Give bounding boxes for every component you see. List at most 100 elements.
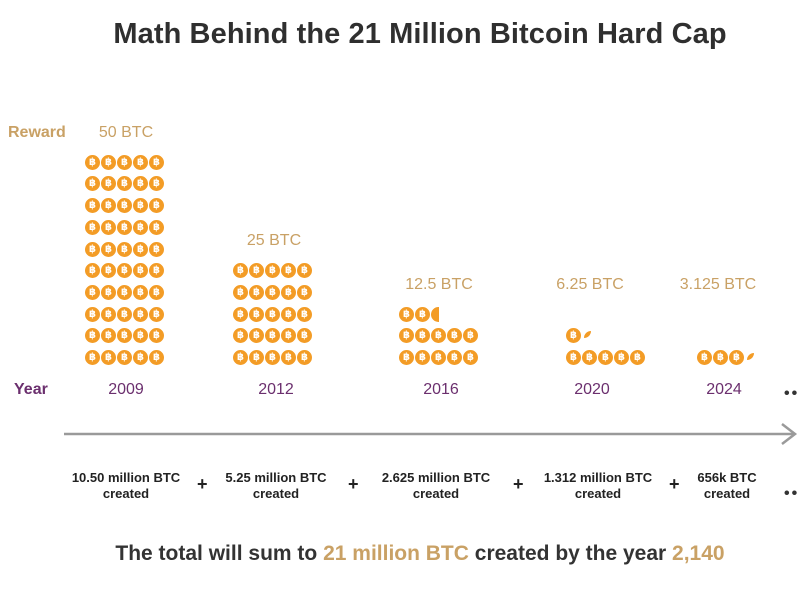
bitcoin-coin-icon: ฿ [297,328,312,344]
bitcoin-coin-icon: ฿ [133,176,148,192]
bitcoin-coin-icon: ฿ [249,328,264,344]
bitcoin-coin-icon: ฿ [729,350,744,365]
bitcoin-coin-icon: ฿ [297,263,312,279]
bitcoin-coin-icon: ฿ [415,306,430,322]
bitcoin-coin-icon: ฿ [249,306,264,322]
bitcoin-coin-icon: ฿ [101,328,116,344]
bitcoin-coin-icon: ฿ [265,328,280,344]
bitcoin-coin-icon: ฿ [463,350,478,365]
bitcoin-coin-icon: ฿ [713,350,728,365]
bitcoin-coin-icon: ฿ [281,263,296,279]
bitcoin-coin-icon: ฿ [85,176,100,192]
bitcoin-coin-icon: ฿ [101,176,116,192]
year-2016: 2016 [423,381,459,398]
bitcoin-partial-coin-icon [747,353,754,360]
bitcoin-coin-icon: ฿ [85,306,100,322]
bitcoin-coin-icon: ฿ [265,306,280,322]
bitcoin-coin-icon: ฿ [85,198,100,214]
bitcoin-coin-icon: ฿ [149,306,164,322]
bitcoin-coin-icon: ฿ [85,350,100,365]
bitcoin-coin-icon: ฿ [447,328,462,344]
created-2009-amount: 10.50 million BTC [71,470,181,485]
created-2016: 2.625 million BTC created [366,470,506,502]
created-2009-label: created [102,486,150,501]
bitcoin-coin-icon: ฿ [149,263,164,279]
bitcoin-partial-coin-icon [584,331,591,339]
created-2024-label: created [703,486,751,501]
bitcoin-coin-icon: ฿ [85,219,100,235]
bitcoin-coin-icon: ฿ [149,241,164,257]
bitcoin-coin-icon: ฿ [281,350,296,365]
bitcoin-coin-icon: ฿ [399,306,414,322]
bitcoin-coin-icon: ฿ [614,350,629,365]
bitcoin-coin-icon: ฿ [117,263,132,279]
continuation-dots-bottom: •• [784,485,800,502]
bitcoin-coin-icon: ฿ [149,350,164,365]
timeline-arrow [64,423,798,445]
bitcoin-coin-icon: ฿ [415,328,430,344]
bitcoin-coin-icon: ฿ [149,219,164,235]
bitcoin-coin-icon: ฿ [233,350,248,365]
bitcoin-coin-icon: ฿ [133,219,148,235]
year-2024: 2024 [706,381,742,398]
bitcoin-coin-icon: ฿ [85,154,100,170]
created-2012-amount: 5.25 million BTC [225,470,327,485]
bitcoin-coin-icon: ฿ [463,328,478,344]
bitcoin-coin-icon: ฿ [265,263,280,279]
bitcoin-coin-icon: ฿ [101,284,116,300]
bitcoin-coin-icon: ฿ [233,306,248,322]
reward-2020: 6.25 BTC [556,276,624,293]
bitcoin-coin-icon: ฿ [630,350,645,365]
bitcoin-coin-icon: ฿ [149,328,164,344]
bitcoin-coin-icon: ฿ [149,176,164,192]
bitcoin-coin-icon: ฿ [133,284,148,300]
bitcoin-coin-icon: ฿ [101,350,116,365]
bitcoin-coin-icon: ฿ [447,350,462,365]
bitcoin-coin-icon: ฿ [85,284,100,300]
summary-text: The total will sum to 21 million BTC cre… [0,542,800,566]
created-2020-label: created [574,486,622,501]
created-2016-label: created [412,486,460,501]
bitcoin-coin-icon: ฿ [415,350,430,365]
summary-highlight-amount: 21 million BTC [323,542,469,565]
created-2009: 10.50 million BTC created [56,470,196,502]
created-2016-amount: 2.625 million BTC [381,470,491,485]
bitcoin-coin-icon: ฿ [399,350,414,365]
year-row-label: Year [14,381,48,398]
created-2024: 656k BTC created [657,470,797,502]
bitcoin-coin-icon: ฿ [101,154,116,170]
summary-part-2: created by the year [468,542,673,565]
bitcoin-coin-icon: ฿ [117,154,132,170]
bitcoin-coin-icon: ฿ [117,284,132,300]
bitcoin-coin-icon: ฿ [101,219,116,235]
continuation-dots-top: •• [784,385,800,402]
bitcoin-coin-icon: ฿ [149,284,164,300]
bitcoin-partial-coin-icon [431,306,439,322]
bitcoin-coin-icon: ฿ [117,198,132,214]
created-2020: 1.312 million BTC created [528,470,668,502]
created-2012-label: created [252,486,300,501]
plus-sign-3: + [513,474,524,494]
bitcoin-coin-icon: ฿ [117,350,132,365]
bitcoin-coin-icon: ฿ [249,284,264,300]
year-2009: 2009 [108,381,144,398]
bitcoin-coin-icon: ฿ [598,350,613,365]
summary-highlight-year: 2,140 [672,542,725,565]
bitcoin-coin-icon: ฿ [133,350,148,365]
bitcoin-coin-icon: ฿ [697,350,712,365]
reward-2016: 12.5 BTC [405,276,473,293]
plus-sign-1: + [197,474,208,494]
year-2020: 2020 [574,381,610,398]
bitcoin-coin-icon: ฿ [117,328,132,344]
bitcoin-coin-icon: ฿ [233,328,248,344]
bitcoin-coin-icon: ฿ [281,306,296,322]
bitcoin-coin-icon: ฿ [399,328,414,344]
created-2024-amount: 656k BTC [697,470,757,485]
bitcoin-coin-icon: ฿ [281,284,296,300]
bitcoin-coin-icon: ฿ [431,350,446,365]
plus-sign-2: + [348,474,359,494]
page-title: Math Behind the 21 Million Bitcoin Hard … [113,18,727,50]
bitcoin-coin-icon: ฿ [566,350,581,365]
bitcoin-coin-icon: ฿ [265,350,280,365]
bitcoin-coin-icon: ฿ [133,241,148,257]
